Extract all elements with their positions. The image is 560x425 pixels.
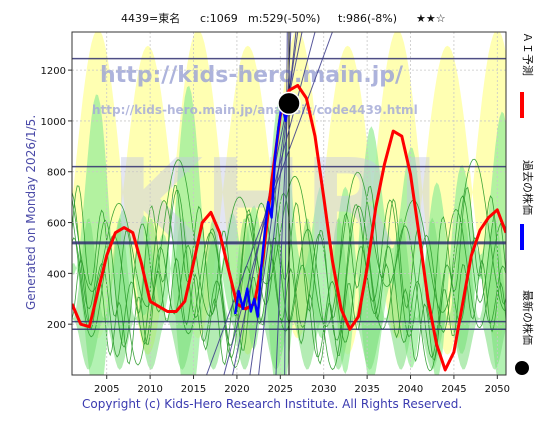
- header-m-value: m:529(-50%): [248, 12, 320, 25]
- x-tick-label-2020: 2020: [224, 384, 249, 395]
- x-tick-label-2035: 2035: [354, 384, 379, 395]
- watermark-url-sub: http://kids-hero.main.jp/analysis/code44…: [92, 103, 418, 117]
- header-t-value: t:986(-8%): [338, 12, 397, 25]
- y-tick-label-600: 600: [47, 219, 66, 230]
- header-current: c:1069: [200, 12, 238, 25]
- y-tick-label-800: 800: [47, 168, 66, 179]
- header-code-name: 4439=東名: [121, 11, 180, 25]
- header-stars: ★★☆: [416, 12, 446, 25]
- x-tick-label-2015: 2015: [181, 384, 206, 395]
- trend-line-7: [284, 32, 288, 375]
- legend-latest-price-marker: [515, 361, 529, 375]
- y-tick-label-400: 400: [47, 269, 66, 280]
- x-tick-label-2005: 2005: [94, 384, 119, 395]
- legend: ＡＩ予測 過去の株価 最新の株価: [515, 32, 535, 375]
- y-tick-label-1200: 1200: [41, 66, 66, 77]
- x-tick-label-2030: 2030: [311, 384, 336, 395]
- legend-ai-forecast-label: ＡＩ予測: [521, 32, 535, 76]
- legend-ai-forecast-swatch: [520, 92, 524, 118]
- y-tick-label-200: 200: [47, 320, 66, 331]
- series-past-price: [234, 101, 291, 318]
- x-tick-label-2010: 2010: [137, 384, 162, 395]
- x-tick-label-2045: 2045: [441, 384, 466, 395]
- latest-price-marker: [277, 91, 301, 116]
- plot-border: [71, 31, 507, 376]
- series-layer: [72, 83, 506, 372]
- tick-layer: 2005 2010 2015 2020 2025 2030 2035 2040 2045 2050…: [41, 66, 510, 395]
- generated-label: Generated on Monday 2026/1/5.: [24, 115, 38, 310]
- x-tick-label-2025: 2025: [268, 384, 293, 395]
- legend-past-price-label: 過去の株価: [521, 160, 535, 215]
- legend-latest-price-label: 最新の株価: [521, 290, 535, 345]
- x-tick-label-2050: 2050: [485, 384, 510, 395]
- x-tick-label-2040: 2040: [398, 384, 423, 395]
- y-tick-label-1000: 1000: [41, 117, 66, 128]
- copyright: Copyright (c) Kids-Hero Research Institu…: [82, 397, 462, 411]
- watermark-url-main: http://kids-hero.main.jp/: [100, 63, 404, 88]
- legend-past-price-swatch: [520, 224, 524, 250]
- series-ai-forecast: [72, 83, 506, 372]
